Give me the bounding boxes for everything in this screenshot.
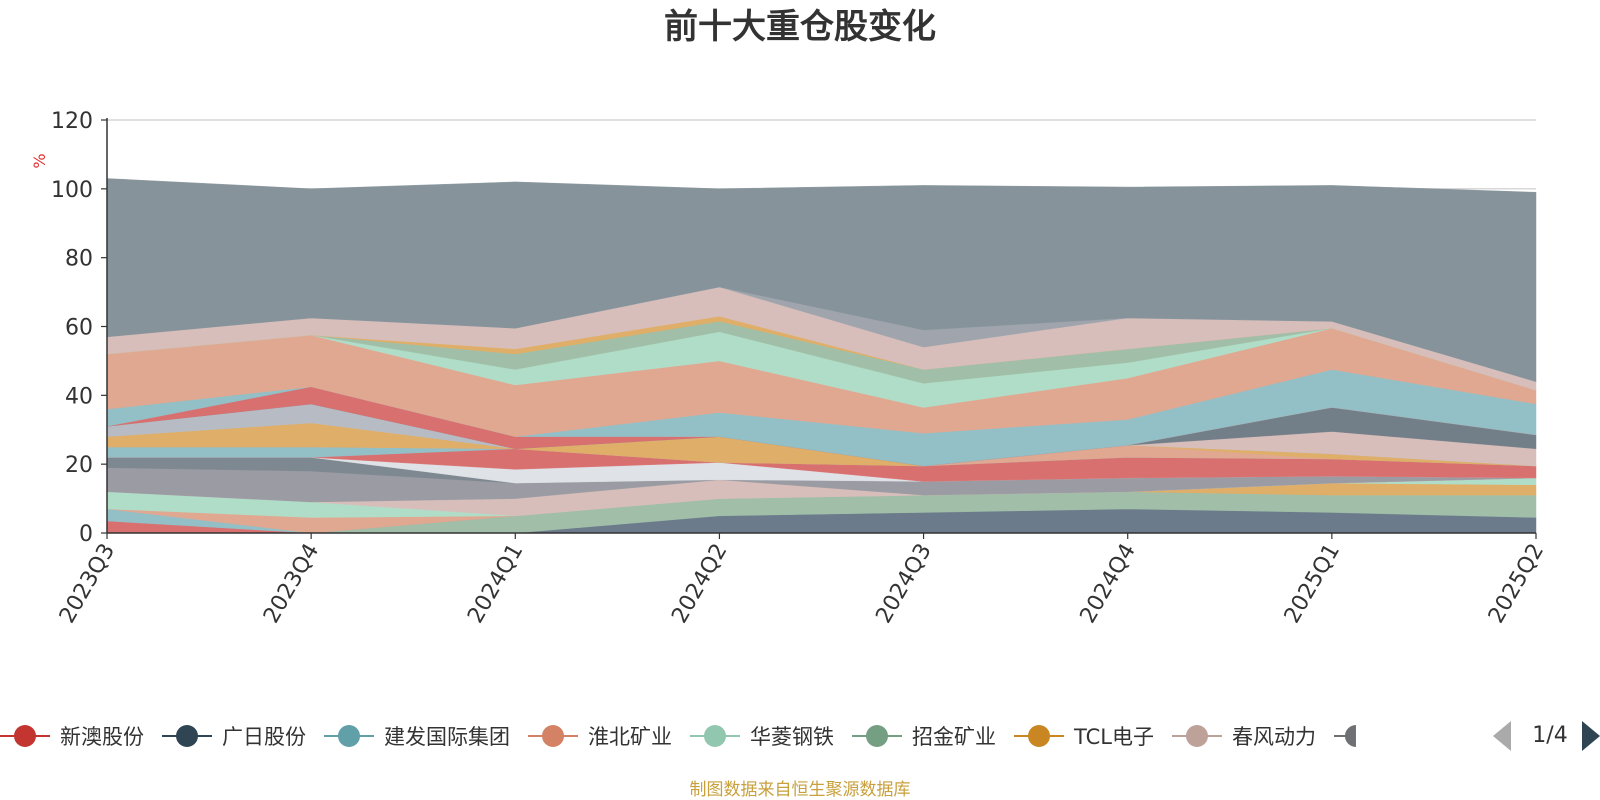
legend-label: 新澳股份 — [60, 725, 144, 749]
area-series[interactable] — [106, 178, 1537, 383]
legend-page-indicator: 1/4 — [1532, 723, 1567, 748]
legend-pager: 1/4 — [1493, 721, 1600, 751]
legend-marker-icon — [1028, 725, 1050, 747]
legend-marker-icon — [176, 725, 198, 747]
y-tick-label: 40 — [65, 384, 93, 409]
y-tick-label: 100 — [51, 178, 93, 203]
legend-item-overflow — [1333, 725, 1356, 747]
legend-label: 淮北矿业 — [588, 725, 672, 749]
legend-label: 招金矿业 — [912, 725, 996, 749]
y-tick-label: 20 — [65, 453, 93, 478]
x-tick-label: 2025Q1 — [1280, 540, 1345, 628]
chart-title: 前十大重仓股变化 — [664, 7, 936, 47]
source-note: 制图数据来自恒生聚源数据库 — [690, 780, 911, 800]
legend-item[interactable]: 新澳股份 — [0, 725, 144, 749]
legend-item[interactable]: 华菱钢铁 — [690, 725, 834, 749]
area-series-layer — [106, 178, 1537, 534]
x-tick-label: 2023Q3 — [55, 540, 120, 628]
legend-item[interactable]: 招金矿业 — [852, 725, 996, 749]
legend-marker-icon — [1344, 725, 1356, 747]
x-tick-label: 2023Q4 — [259, 540, 324, 628]
legend-prev-arrow-icon[interactable] — [1493, 721, 1511, 751]
legend-item[interactable]: 建发国际集团 — [324, 725, 510, 749]
legend-label: 建发国际集团 — [384, 725, 510, 749]
legend-marker-icon — [866, 725, 888, 747]
legend: 新澳股份 广日股份 建发国际集团 淮北矿业 华菱钢铁 招金矿业 TCL电子 春风动力 — [0, 725, 1356, 749]
legend-marker-icon — [542, 725, 564, 747]
legend-marker-icon — [14, 725, 36, 747]
legend-next-arrow-icon[interactable] — [1582, 721, 1600, 751]
legend-label: TCL电子 — [1073, 725, 1154, 749]
x-tick-label: 2024Q3 — [871, 540, 936, 628]
y-tick-label: 0 — [79, 522, 93, 547]
legend-label: 春风动力 — [1232, 725, 1316, 749]
legend-item[interactable]: 淮北矿业 — [528, 725, 672, 749]
y-axis-unit-label: % — [30, 153, 49, 168]
legend-item[interactable]: 广日股份 — [162, 725, 306, 749]
x-tick-label: 2025Q2 — [1484, 540, 1549, 628]
legend-marker-icon — [1185, 725, 1208, 747]
legend-marker-icon — [704, 725, 726, 747]
legend-item[interactable]: TCL电子 — [1014, 725, 1154, 749]
y-tick-label: 80 — [65, 247, 93, 272]
y-tick-label: 120 — [51, 109, 93, 134]
legend-marker-icon — [338, 725, 360, 747]
x-tick-label: 2024Q4 — [1076, 540, 1141, 628]
legend-item[interactable]: 春风动力 — [1171, 725, 1316, 749]
x-tick-label: 2024Q1 — [463, 540, 528, 628]
y-tick-label: 60 — [65, 316, 93, 341]
legend-label: 华菱钢铁 — [750, 725, 834, 749]
legend-label: 广日股份 — [222, 725, 306, 749]
x-tick-label: 2024Q2 — [667, 540, 732, 628]
